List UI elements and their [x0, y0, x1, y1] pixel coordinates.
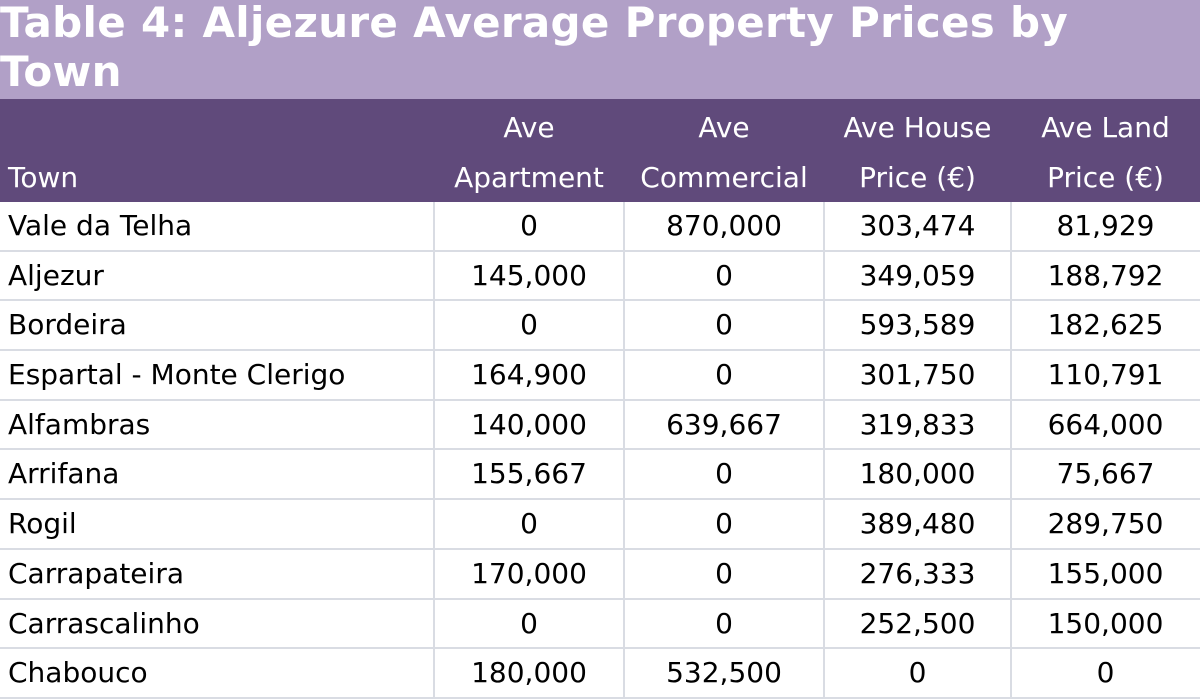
table-row: Chabouco 180,000 532,500 0 0	[0, 649, 1200, 699]
cell-house-price: 180,000	[859, 457, 976, 491]
table-row: Alfambras 140,000 639,667 319,833 664,000	[0, 401, 1200, 451]
column-header-land-price-line2: Price (€)	[1047, 161, 1164, 194]
cell-commercial: 0	[715, 507, 733, 541]
cell-commercial: 532,500	[666, 656, 782, 690]
cell-commercial: 0	[715, 606, 733, 640]
table-row: Carrascalinho 0 0 252,500 150,000	[0, 600, 1200, 650]
cell-town: Arrifana	[8, 457, 120, 491]
cell-land-price: 664,000	[1047, 407, 1164, 441]
column-header-town-line2: Town	[8, 161, 79, 194]
cell-commercial: 0	[715, 358, 733, 392]
column-header-house-price: Ave House Price (€)	[824, 99, 1011, 202]
cell-house-price: 389,480	[859, 507, 976, 541]
column-header-apartment: Ave Apartment	[434, 99, 624, 202]
column-divider	[1010, 202, 1012, 699]
table-title: Table 4: Aljezure Average Property Price…	[0, 0, 1200, 99]
cell-apartment: 0	[520, 507, 538, 541]
cell-commercial: 0	[715, 308, 733, 342]
column-header-apartment-line1: Ave	[503, 111, 555, 144]
cell-town: Aljezur	[8, 258, 104, 292]
cell-commercial: 870,000	[666, 209, 782, 242]
column-header-town-line1	[8, 103, 434, 153]
cell-town: Espartal - Monte Clerigo	[8, 358, 346, 392]
cell-apartment: 164,900	[471, 358, 587, 392]
cell-land-price: 155,000	[1047, 556, 1164, 590]
cell-land-price: 75,667	[1056, 457, 1155, 491]
table-row: Espartal - Monte Clerigo 164,900 0 301,750 1…	[0, 351, 1200, 401]
cell-apartment: 145,000	[471, 258, 587, 292]
table-row: Carrapateira 170,000 0 276,333 155,000	[0, 550, 1200, 600]
cell-apartment: 170,000	[471, 556, 587, 590]
cell-town: Vale da Telha	[8, 209, 193, 242]
cell-town: Rogil	[8, 507, 77, 541]
table-row: Vale da Telha 0 870,000 303,474 81,929	[0, 202, 1200, 252]
column-header-commercial-line2: Commercial	[640, 161, 808, 194]
cell-land-price: 182,625	[1047, 308, 1164, 342]
cell-house-price: 593,589	[859, 308, 976, 342]
cell-apartment: 0	[520, 209, 538, 242]
column-header-commercial-line1: Ave	[698, 111, 750, 144]
cell-town: Carrapateira	[8, 556, 184, 590]
cell-apartment: 0	[520, 308, 538, 342]
cell-land-price: 188,792	[1047, 258, 1164, 292]
header-row: Town Ave Apartment Ave Commercial Ave Ho…	[0, 99, 1200, 202]
column-header-land-price-line1: Ave Land	[1041, 111, 1170, 144]
cell-land-price: 0	[1096, 656, 1115, 690]
cell-town: Chabouco	[8, 656, 148, 690]
column-divider	[433, 202, 435, 699]
column-header-house-price-line1: Ave House	[843, 111, 992, 144]
table-row: Aljezur 145,000 0 349,059 188,792	[0, 252, 1200, 302]
cell-town: Alfambras	[8, 407, 151, 441]
cell-house-price: 349,059	[859, 258, 976, 292]
cell-town: Bordeira	[8, 308, 127, 342]
cell-house-price: 0	[908, 656, 927, 690]
table-row: Arrifana 155,667 0 180,000 75,667	[0, 450, 1200, 501]
cell-land-price: 81,929	[1056, 209, 1155, 242]
table-row: Rogil 0 0 389,480 289,750	[0, 500, 1200, 550]
column-header-house-price-line2: Price (€)	[859, 161, 976, 194]
cell-apartment: 140,000	[471, 407, 587, 441]
cell-land-price: 110,791	[1047, 358, 1164, 392]
cell-apartment: 155,667	[471, 457, 587, 491]
cell-land-price: 289,750	[1047, 507, 1164, 541]
table-body: Vale da Telha 0 870,000 303,474 81,929 Aljezu…	[0, 202, 1200, 699]
cell-land-price: 150,000	[1047, 606, 1164, 640]
cell-house-price: 319,833	[859, 407, 976, 441]
cell-commercial: 639,667	[666, 407, 782, 441]
cell-house-price: 301,750	[859, 358, 976, 392]
cell-town: Carrascalinho	[8, 606, 200, 640]
cell-commercial: 0	[715, 556, 733, 590]
column-header-commercial: Ave Commercial	[624, 99, 824, 202]
cell-apartment: 180,000	[471, 656, 587, 690]
cell-commercial: 0	[715, 258, 733, 292]
column-divider	[823, 202, 825, 699]
cell-house-price: 303,474	[859, 209, 976, 242]
column-header-land-price: Ave Land Price (€)	[1011, 99, 1200, 202]
column-divider	[623, 202, 625, 699]
column-header-town: Town	[0, 99, 434, 202]
cell-apartment: 0	[520, 606, 538, 640]
column-header-apartment-line2: Apartment	[454, 161, 604, 194]
cell-house-price: 252,500	[859, 606, 976, 640]
table-row: Bordeira 0 0 593,589 182,625	[0, 301, 1200, 352]
cell-house-price: 276,333	[859, 556, 976, 590]
cell-commercial: 0	[715, 457, 733, 491]
